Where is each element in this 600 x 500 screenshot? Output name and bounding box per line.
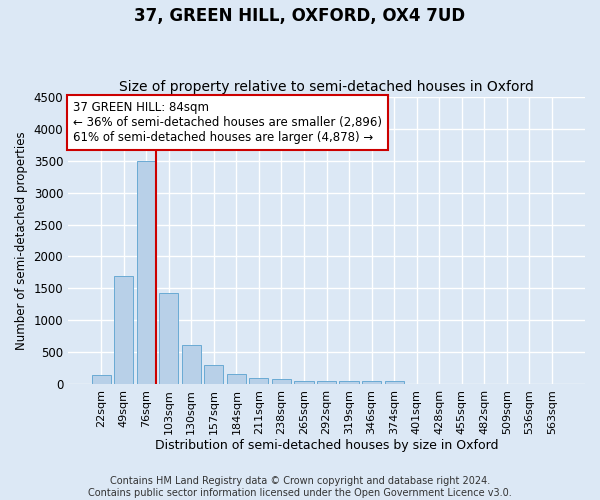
Text: 37, GREEN HILL, OXFORD, OX4 7UD: 37, GREEN HILL, OXFORD, OX4 7UD xyxy=(134,8,466,26)
Bar xyxy=(159,294,178,384)
Bar xyxy=(114,276,133,384)
Bar xyxy=(272,380,291,384)
Text: 37 GREEN HILL: 84sqm
← 36% of semi-detached houses are smaller (2,896)
61% of se: 37 GREEN HILL: 84sqm ← 36% of semi-detac… xyxy=(73,102,382,144)
Bar xyxy=(362,382,381,384)
Bar xyxy=(317,381,336,384)
Bar xyxy=(385,382,404,384)
Y-axis label: Number of semi-detached properties: Number of semi-detached properties xyxy=(15,131,28,350)
Bar xyxy=(250,378,268,384)
Bar xyxy=(340,381,359,384)
Bar xyxy=(182,345,201,384)
Title: Size of property relative to semi-detached houses in Oxford: Size of property relative to semi-detach… xyxy=(119,80,534,94)
Bar xyxy=(92,375,110,384)
Text: Contains HM Land Registry data © Crown copyright and database right 2024.
Contai: Contains HM Land Registry data © Crown c… xyxy=(88,476,512,498)
Bar xyxy=(204,366,223,384)
X-axis label: Distribution of semi-detached houses by size in Oxford: Distribution of semi-detached houses by … xyxy=(155,440,498,452)
Bar xyxy=(227,374,246,384)
Bar xyxy=(137,162,156,384)
Bar xyxy=(295,381,314,384)
